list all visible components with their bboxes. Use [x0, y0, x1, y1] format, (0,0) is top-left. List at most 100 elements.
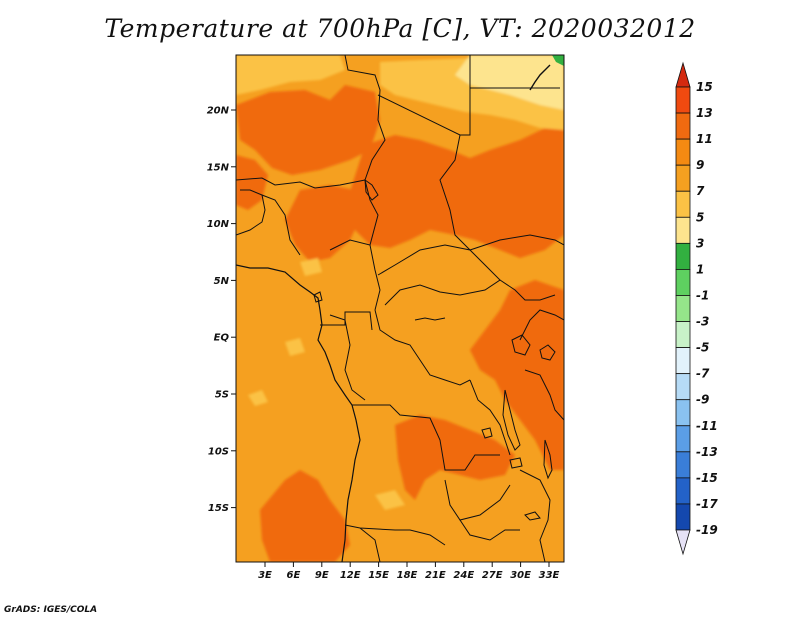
warm-region-sahara-north [236, 85, 380, 175]
colorbar-label: -5 [696, 341, 709, 355]
colorbar-segment [675, 190, 691, 218]
lat-tick-label: 15S [208, 503, 229, 514]
border-algeria-libya [344, 55, 386, 181]
lat-tick-label: 10S [208, 446, 229, 457]
small-lake-3 [524, 511, 541, 521]
lon-tick-label: 15E [368, 570, 389, 581]
warm-region-southwest [260, 470, 350, 562]
cool-region-small-3 [375, 490, 405, 510]
border-angola-south [344, 524, 446, 546]
map-frame [235, 54, 565, 563]
lon-tick-label: 3E [258, 570, 272, 581]
colorbar-label: 3 [696, 236, 704, 250]
red-sea [529, 64, 551, 91]
colorbar-label: -17 [696, 497, 718, 511]
colorbar-segment [675, 399, 691, 427]
colorbar-segment [675, 216, 691, 244]
colorbar-segment [675, 503, 691, 531]
colorbar-segment [675, 295, 691, 322]
colorbar-label: 13 [696, 106, 713, 120]
lake-malawi [543, 439, 553, 480]
lake-victoria [511, 334, 531, 356]
map-title: Temperature at 700hPa [C], VT: 202003201… [104, 14, 696, 43]
colorbar-segment [675, 138, 691, 166]
river-congo-1 [414, 317, 446, 321]
border-libya-chad-sudan [377, 85, 471, 136]
lake-chad [364, 178, 379, 201]
colorbar-label: -19 [696, 523, 718, 537]
lon-tick-label: 27E [482, 570, 503, 581]
bioko-island [313, 291, 323, 303]
lon-tick-label: 18E [397, 570, 418, 581]
small-lake-2 [509, 457, 523, 469]
colorbar-label: -15 [696, 471, 718, 485]
lat-tick-label: 20N [207, 106, 230, 117]
cool-region-small-2 [248, 390, 268, 406]
colorbar-segment [675, 347, 691, 375]
lat-tick-label: 5N [214, 276, 230, 287]
colorbar-segment [675, 477, 691, 505]
colorbar-segment [675, 451, 691, 479]
border-drc-west [374, 309, 471, 386]
lon-tick-label: 6E [287, 570, 301, 581]
border-nigeria-cameroon [329, 239, 381, 311]
lon-tick-label: 12E [340, 570, 361, 581]
colorbar-label: 9 [696, 158, 704, 172]
lon-tick-label: 33E [539, 570, 560, 581]
lon-tick-label: 21E [425, 570, 446, 581]
warm-region-angola-zambia [395, 415, 515, 500]
colorbar-segment [675, 425, 691, 453]
colorbar: 15 13 11 9 7 5 3 1 -1 -3 -5 -7 -9 -11 -13 -15 -17 -19 [675, 61, 718, 556]
cool-region-northwest [236, 55, 345, 95]
colorbar-label: 7 [696, 184, 705, 198]
cool-region-northeast [455, 55, 564, 110]
footer-credit: GrADS: IGES/COLA [4, 605, 98, 615]
warm-region-chad [285, 185, 362, 262]
border-niger-chad [364, 179, 379, 246]
border-zimbabwe [459, 519, 520, 541]
lake-kyoga [539, 344, 556, 361]
temperature-field [236, 55, 564, 562]
country-borders [236, 55, 564, 562]
border-congo [329, 314, 366, 401]
colorbar-label: -1 [696, 288, 709, 302]
colorbar-label: -7 [696, 367, 710, 381]
lake-tanganyika [502, 389, 521, 451]
coastline-west [236, 264, 361, 562]
warm-region-central-sahel [345, 128, 564, 258]
colorbar-label: 5 [696, 210, 704, 224]
border-drc-east [469, 379, 511, 456]
warm-region-east-africa [470, 280, 564, 470]
lon-tick-label: 9E [315, 570, 329, 581]
colorbar-segment [675, 321, 691, 348]
colorbar-label: -9 [696, 393, 709, 407]
border-east-2 [524, 369, 564, 421]
lat-tick-label: 10N [207, 219, 230, 230]
cool-region-small-4 [285, 338, 305, 356]
border-chad-sudan [439, 134, 471, 251]
border-zambia [444, 479, 511, 521]
border-namibia [359, 527, 381, 562]
border-mali-niger [236, 177, 366, 189]
colorbar-label: 15 [696, 80, 713, 94]
border-sudan-south [469, 234, 564, 251]
colorbar-segment [675, 269, 691, 296]
lat-tick-label: EQ [214, 333, 230, 344]
border-west-africa-1 [236, 189, 266, 236]
colorbar-under-triangle [675, 529, 691, 556]
lat-tick-label: 5S [215, 390, 229, 401]
small-lake-1 [481, 427, 493, 439]
border-south-sudan-drc [499, 279, 556, 301]
colorbar-segment [675, 86, 691, 114]
colorbar-segment [675, 164, 691, 192]
green-patch-northeast [552, 55, 564, 66]
colorbar-label: -13 [696, 445, 718, 459]
colorbar-label: -11 [696, 419, 718, 433]
lon-tick-label: 30E [510, 570, 531, 581]
colorbar-segment [675, 112, 691, 140]
lat-axis: 20N 15N 10N 5N EQ 5S 10S 15S [207, 106, 236, 514]
colorbar-segment [675, 242, 691, 270]
cool-region-small-1 [300, 258, 322, 276]
colorbar-over-triangle [675, 61, 691, 88]
border-drc-angola [352, 404, 500, 471]
